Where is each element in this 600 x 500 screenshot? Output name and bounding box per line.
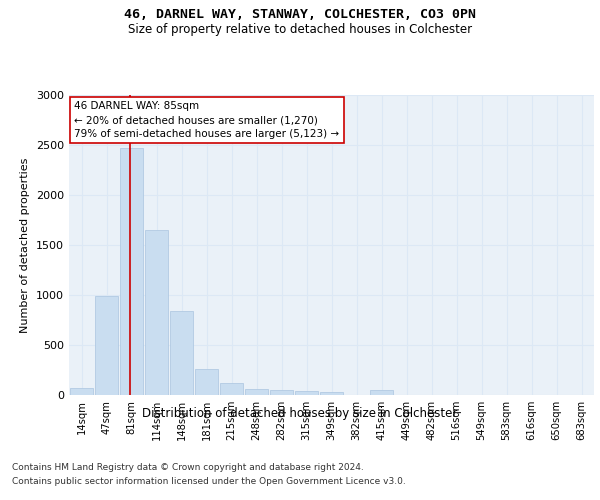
Bar <box>245 388 268 395</box>
Text: Contains public sector information licensed under the Open Government Licence v3: Contains public sector information licen… <box>12 478 406 486</box>
Bar <box>370 390 393 395</box>
Bar <box>70 388 93 395</box>
Bar <box>320 392 343 395</box>
Y-axis label: Number of detached properties: Number of detached properties <box>20 158 31 332</box>
Text: 46 DARNEL WAY: 85sqm
← 20% of detached houses are smaller (1,270)
79% of semi-de: 46 DARNEL WAY: 85sqm ← 20% of detached h… <box>74 101 340 139</box>
Bar <box>270 390 293 395</box>
Bar <box>220 383 243 395</box>
Bar <box>295 390 318 395</box>
Bar <box>195 369 218 395</box>
Text: Contains HM Land Registry data © Crown copyright and database right 2024.: Contains HM Land Registry data © Crown c… <box>12 462 364 471</box>
Text: Size of property relative to detached houses in Colchester: Size of property relative to detached ho… <box>128 24 472 36</box>
Bar <box>95 296 118 395</box>
Bar <box>145 230 168 395</box>
Text: 46, DARNEL WAY, STANWAY, COLCHESTER, CO3 0PN: 46, DARNEL WAY, STANWAY, COLCHESTER, CO3… <box>124 8 476 20</box>
Text: Distribution of detached houses by size in Colchester: Distribution of detached houses by size … <box>142 408 458 420</box>
Bar <box>170 311 193 395</box>
Bar <box>120 148 143 395</box>
